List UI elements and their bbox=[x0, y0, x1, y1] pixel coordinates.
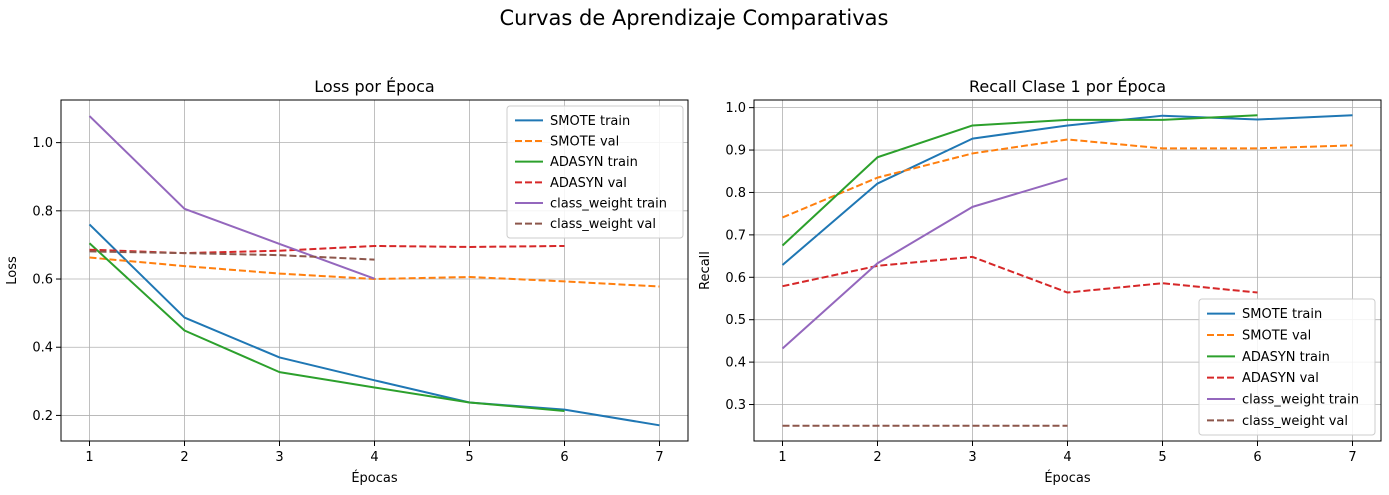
x-tick-label: 2 bbox=[873, 450, 881, 465]
y-tick-label: 0.2 bbox=[32, 409, 53, 424]
x-tick-label: 5 bbox=[1158, 450, 1166, 465]
x-tick-label: 1 bbox=[85, 450, 93, 465]
y-tick-label: 0.7 bbox=[725, 228, 746, 243]
legend-label: SMOTE val bbox=[550, 135, 619, 150]
x-tick-label: 5 bbox=[465, 450, 473, 465]
x-tick-label: 3 bbox=[968, 450, 976, 465]
series-line-smote-train bbox=[88, 223, 660, 427]
legend-frame bbox=[506, 105, 684, 239]
series-line-smote-val bbox=[89, 256, 660, 288]
y-tick-label: 0.4 bbox=[725, 356, 746, 371]
y-tick-label: 0.8 bbox=[32, 204, 53, 219]
series-line-smote-val bbox=[782, 138, 1353, 219]
x-tick-label: 6 bbox=[560, 450, 568, 465]
legend-label: SMOTE train bbox=[1242, 307, 1322, 322]
legend-label: SMOTE val bbox=[1242, 329, 1311, 344]
x-tick-label: 3 bbox=[275, 450, 283, 465]
legend: SMOTE train SMOTE val ADASYN train ADASYN v… bbox=[1198, 298, 1376, 436]
x-tick-label: 6 bbox=[1253, 450, 1261, 465]
series-line-class-weight-train bbox=[781, 177, 1068, 350]
y-tick-label: 0.6 bbox=[32, 273, 53, 288]
y-tick-label: 0.3 bbox=[725, 398, 746, 413]
y-tick-label: 1.0 bbox=[725, 101, 746, 116]
x-tick-label: 7 bbox=[1348, 450, 1356, 465]
legend-label: ADASYN val bbox=[550, 176, 627, 191]
series-line-adasyn-train bbox=[88, 242, 565, 412]
series-line-class-weight-val bbox=[89, 250, 375, 261]
legend-frame bbox=[1198, 298, 1376, 436]
panel-title: Recall Clase 1 por Época bbox=[969, 77, 1166, 96]
series-line-class-weight-train bbox=[88, 115, 375, 280]
x-tick-label: 4 bbox=[1063, 450, 1071, 465]
y-tick-label: 0.9 bbox=[725, 144, 746, 159]
legend-label: ADASYN train bbox=[550, 155, 638, 170]
figure-suptitle: Curvas de Aprendizaje Comparativas bbox=[499, 6, 888, 30]
y-axis-label: Recall bbox=[698, 251, 713, 290]
chart-panel-2: 1 2 3 4 5 6 7 0.3 0.4 0.5 0.6 0.7 0.8 0.9 1.0 Recall Cl… bbox=[698, 77, 1382, 486]
x-axis-label: Épocas bbox=[351, 470, 398, 486]
legend-label: ADASYN train bbox=[1242, 350, 1330, 365]
panel-title: Loss por Época bbox=[314, 77, 434, 96]
x-axis-label: Épocas bbox=[1044, 470, 1091, 486]
x-tick-label: 1 bbox=[778, 450, 786, 465]
chart-panel-1: 1 2 3 4 5 6 7 0.2 0.4 0.6 0.8 1.0 Loss por Época Époc… bbox=[5, 77, 689, 486]
y-tick-label: 0.5 bbox=[725, 313, 746, 328]
y-axis-label: Loss bbox=[5, 256, 20, 285]
legend-label: class_weight train bbox=[1242, 393, 1359, 408]
x-tick-label: 7 bbox=[655, 450, 663, 465]
x-tick-label: 4 bbox=[370, 450, 378, 465]
series-line-adasyn-val bbox=[89, 244, 565, 255]
legend-label: class_weight train bbox=[550, 197, 667, 212]
y-tick-label: 0.6 bbox=[725, 271, 746, 286]
legend-label: ADASYN val bbox=[1242, 371, 1319, 386]
legend-label: class_weight val bbox=[550, 217, 656, 232]
legend-label: SMOTE train bbox=[550, 114, 630, 129]
y-tick-label: 1.0 bbox=[32, 136, 53, 151]
series-line-adasyn-train bbox=[781, 114, 1258, 247]
x-tick-label: 2 bbox=[180, 450, 188, 465]
y-tick-label: 0.8 bbox=[725, 186, 746, 201]
series-line-adasyn-val bbox=[782, 255, 1258, 294]
legend: SMOTE train SMOTE val ADASYN train ADASYN v… bbox=[506, 105, 684, 239]
legend-label: class_weight val bbox=[1242, 414, 1348, 429]
y-tick-label: 0.4 bbox=[32, 341, 53, 356]
series-line-smote-train bbox=[781, 114, 1353, 266]
